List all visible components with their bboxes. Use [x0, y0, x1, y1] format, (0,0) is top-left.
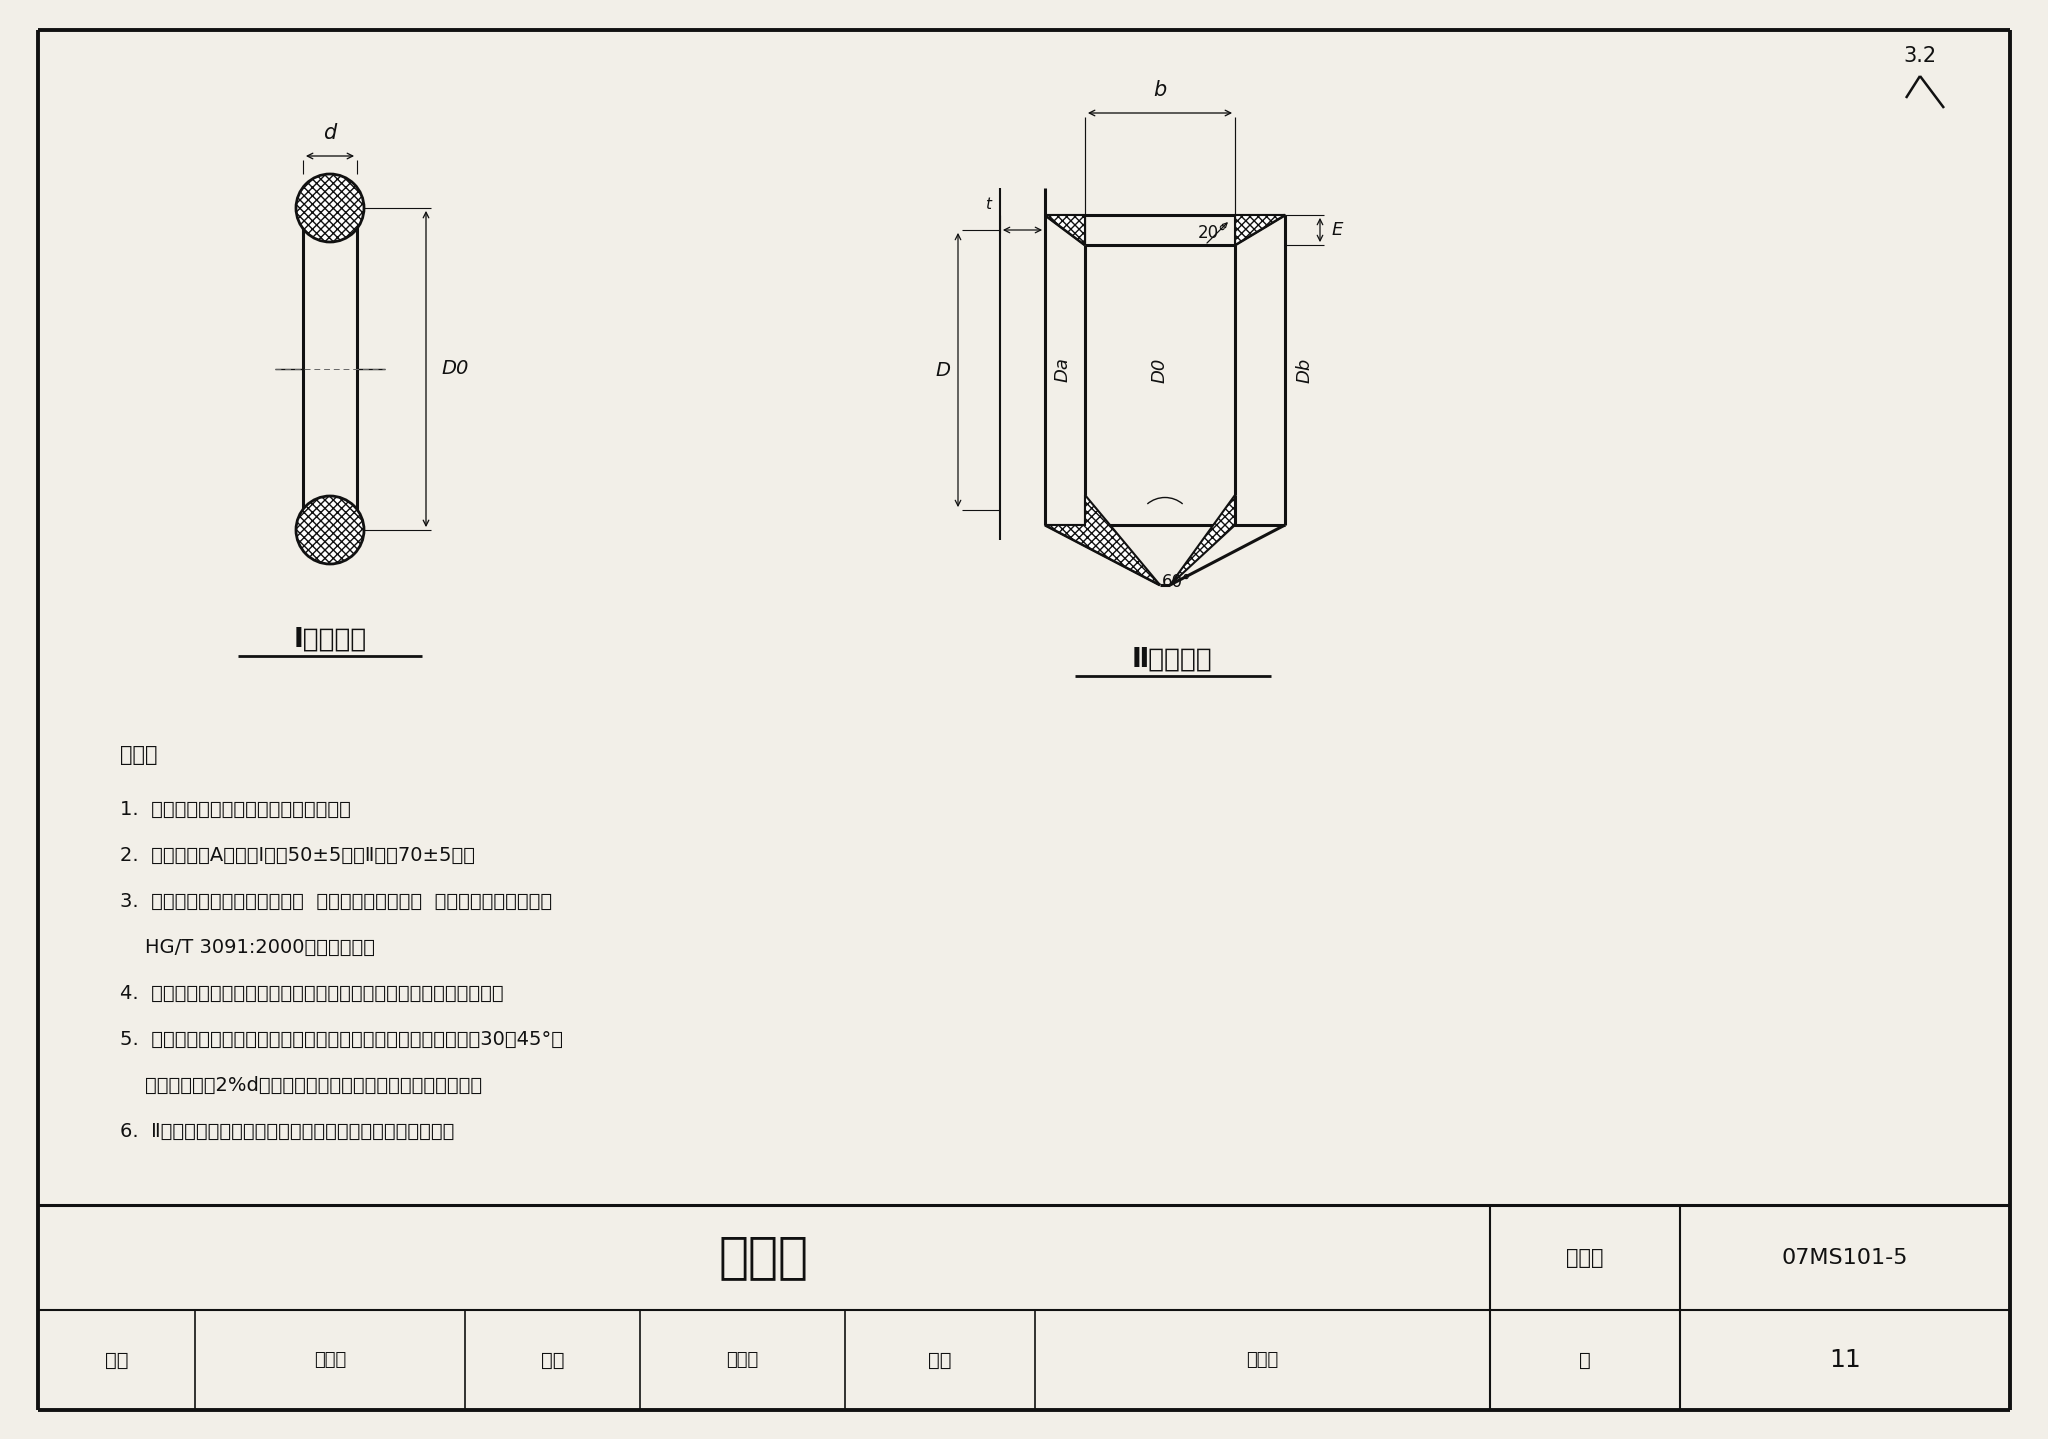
Text: 页: 页	[1579, 1350, 1591, 1370]
Text: 审核: 审核	[104, 1350, 129, 1370]
Polygon shape	[1235, 214, 1284, 245]
Text: 4.  密封圈应无气泡，应没有可影响其使用性能的表面缺陷或不平整性。: 4. 密封圈应无气泡，应没有可影响其使用性能的表面缺陷或不平整性。	[121, 984, 504, 1003]
Text: 校对: 校对	[541, 1350, 565, 1370]
Text: 密封圈: 密封圈	[719, 1233, 809, 1282]
Text: Ⅱ型密封圈: Ⅱ型密封圈	[1133, 648, 1212, 673]
Text: 错边量应小于2%d。接口应进行强度试验，不合格者应重接。: 错边量应小于2%d。接口应进行强度试验，不合格者应重接。	[121, 1076, 481, 1095]
Text: Db: Db	[1296, 357, 1315, 383]
Text: E: E	[1331, 222, 1343, 239]
Text: 说明：: 说明：	[121, 745, 158, 766]
Text: D0: D0	[440, 360, 469, 378]
Text: 20°: 20°	[1198, 224, 1227, 242]
Text: 欧阳容: 欧阳容	[1247, 1351, 1278, 1368]
Text: t: t	[985, 197, 991, 212]
Text: 2.  硬度（邵尔A型）：Ⅰ型：50±5度，Ⅱ型：70±5度。: 2. 硬度（邵尔A型）：Ⅰ型：50±5度，Ⅱ型：70±5度。	[121, 846, 475, 865]
Text: 60°: 60°	[1163, 573, 1192, 591]
Text: 6.  Ⅱ型密封圈尺寸系根据锡山市管道附件厂提供的资料编制。: 6. Ⅱ型密封圈尺寸系根据锡山市管道附件厂提供的资料编制。	[121, 1122, 455, 1141]
Text: 3.2: 3.2	[1903, 46, 1937, 66]
Polygon shape	[1044, 214, 1085, 245]
Text: 3.  物理性能应符合《橡胶密封件  给排水管及污水管道  接口密封圈材料规范》: 3. 物理性能应符合《橡胶密封件 给排水管及污水管道 接口密封圈材料规范》	[121, 892, 553, 911]
Text: Ⅰ型密封圈: Ⅰ型密封圈	[293, 627, 367, 653]
Text: d: d	[324, 122, 336, 142]
Text: Da: Da	[1055, 357, 1071, 383]
Text: D0: D0	[1151, 357, 1169, 383]
Text: HG/T 3091:2000标准的要求。: HG/T 3091:2000标准的要求。	[121, 938, 375, 957]
Text: 图集号: 图集号	[1567, 1248, 1604, 1268]
Text: D: D	[936, 361, 950, 380]
Polygon shape	[1169, 495, 1235, 586]
Text: 陈春明: 陈春明	[727, 1351, 758, 1368]
Text: 林海燕: 林海燕	[313, 1351, 346, 1368]
Text: 1.  材料：丁膘橡胶、氯丁橡胶、氟橡胶。: 1. 材料：丁膘橡胶、氯丁橡胶、氟橡胶。	[121, 800, 350, 819]
Text: b: b	[1153, 81, 1167, 99]
Text: 5.  密封圈宜采用模压成型。当大型密封圈需要接头时，接口角度为30～45°，: 5. 密封圈宜采用模压成型。当大型密封圈需要接头时，接口角度为30～45°，	[121, 1030, 563, 1049]
Circle shape	[297, 174, 365, 242]
Text: 07MS101-5: 07MS101-5	[1782, 1248, 1909, 1268]
Text: 设计: 设计	[928, 1350, 952, 1370]
Text: 11: 11	[1829, 1348, 1862, 1371]
Polygon shape	[1044, 495, 1159, 586]
Circle shape	[297, 496, 365, 564]
